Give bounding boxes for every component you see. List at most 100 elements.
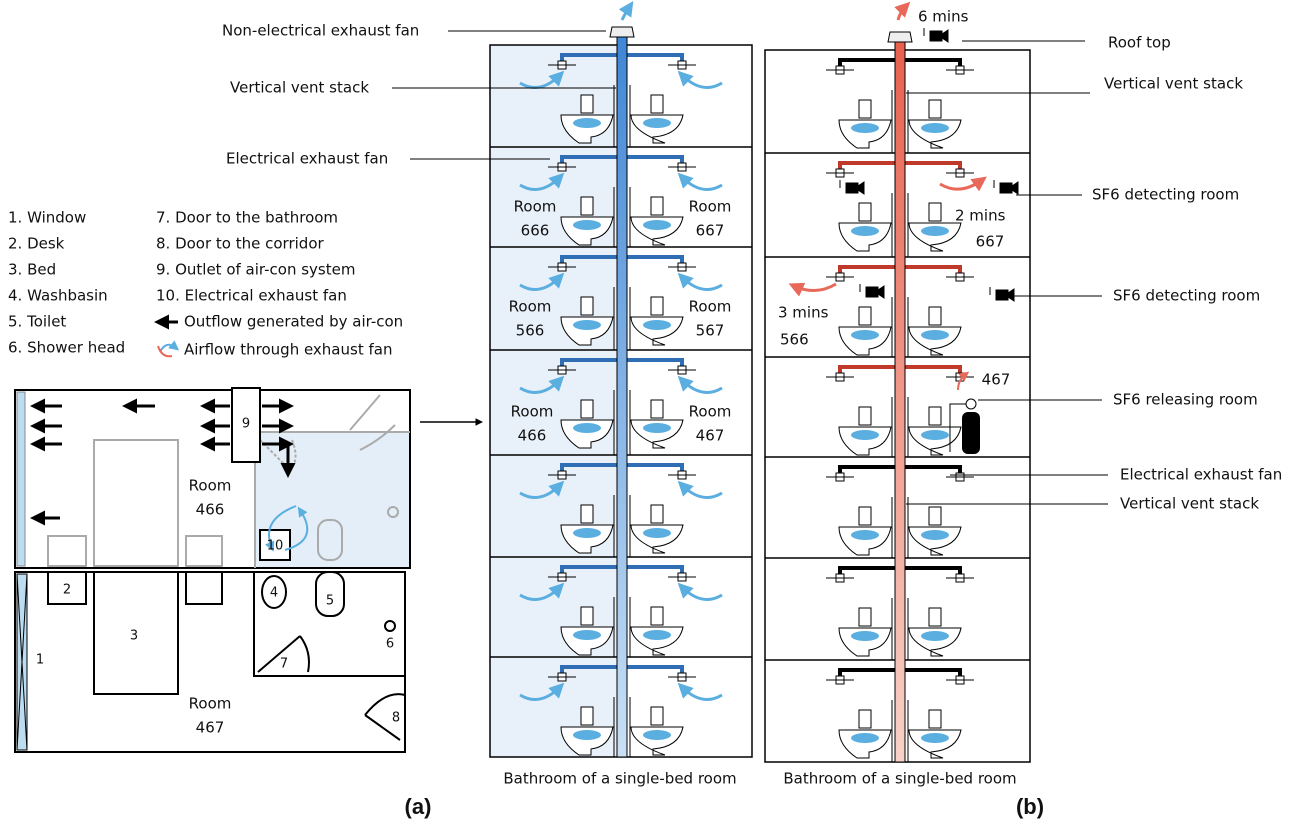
label: SF6 releasing room bbox=[1113, 391, 1258, 409]
legend-item: 2. Desk bbox=[8, 235, 65, 253]
marker: 6 bbox=[386, 637, 394, 652]
camera bbox=[994, 180, 1018, 194]
room-number: 567 bbox=[696, 322, 725, 340]
toilet-tank bbox=[581, 197, 593, 215]
panel-tag: (a) bbox=[405, 794, 432, 819]
water bbox=[921, 123, 949, 133]
marker: 10 bbox=[267, 539, 284, 554]
toilet-tank bbox=[929, 307, 941, 325]
water bbox=[921, 330, 949, 340]
camera bbox=[840, 180, 864, 194]
water bbox=[921, 226, 949, 236]
bed bbox=[94, 440, 178, 566]
label: Vertical vent stack bbox=[230, 79, 369, 97]
water bbox=[851, 733, 879, 743]
toilet-tank bbox=[929, 100, 941, 118]
toilet-tank bbox=[859, 407, 871, 425]
fan bbox=[668, 471, 696, 479]
building-a bbox=[490, 6, 752, 757]
caption: Bathroom of a single-bed room bbox=[503, 770, 736, 788]
room-name: Room bbox=[689, 298, 732, 316]
marker: 5 bbox=[326, 594, 334, 609]
room-number: 666 bbox=[521, 222, 550, 240]
figure: 1. Window 2. Desk 3. Bed 4. Washbasin 5.… bbox=[0, 0, 1306, 828]
label: 2 mins bbox=[955, 207, 1006, 225]
toilet-tank bbox=[581, 400, 593, 418]
water bbox=[643, 220, 671, 230]
water bbox=[643, 118, 671, 128]
toilet-tank bbox=[859, 608, 871, 626]
gas-cylinder bbox=[962, 412, 980, 454]
label: Electrical exhaust fan bbox=[1120, 466, 1282, 484]
marker: 2 bbox=[63, 583, 71, 598]
legend-item: 1. Window bbox=[8, 209, 86, 227]
room-number: 466 bbox=[518, 427, 547, 445]
toilet-tank bbox=[859, 100, 871, 118]
toilet-tank bbox=[929, 407, 941, 425]
fan bbox=[668, 366, 696, 374]
legend-item: 7. Door to the bathroom bbox=[156, 209, 338, 227]
toilet-tank bbox=[929, 507, 941, 525]
water bbox=[921, 530, 949, 540]
water bbox=[573, 118, 601, 128]
caption: Bathroom of a single-bed room bbox=[783, 770, 1016, 788]
fan bbox=[668, 263, 696, 271]
camera bbox=[990, 287, 1014, 301]
toilet-tank bbox=[581, 505, 593, 523]
water bbox=[921, 430, 949, 440]
roof-fan bbox=[888, 32, 912, 42]
label: 3 mins bbox=[778, 304, 829, 322]
toilet-tank bbox=[581, 707, 593, 725]
fan bbox=[946, 574, 974, 582]
toilet-tank bbox=[859, 307, 871, 325]
vent-stack bbox=[895, 38, 905, 762]
legend-item: 9. Outlet of air-con system bbox=[156, 261, 355, 279]
fan bbox=[826, 373, 854, 381]
toilet-tank bbox=[651, 197, 663, 215]
legend-item: 6. Shower head bbox=[8, 339, 125, 357]
airflow-arrow bbox=[682, 177, 722, 190]
label: 6 mins bbox=[918, 8, 969, 26]
label: SF6 detecting room bbox=[1092, 186, 1239, 204]
fan bbox=[826, 169, 854, 177]
marker: 4 bbox=[270, 586, 278, 601]
legend-item: 8. Door to the corridor bbox=[156, 235, 324, 253]
water bbox=[573, 528, 601, 538]
room-name: Room bbox=[189, 477, 232, 495]
toilet-tank bbox=[929, 710, 941, 728]
marker: 3 bbox=[130, 629, 138, 644]
airflow-arrow bbox=[682, 587, 722, 600]
water bbox=[851, 430, 879, 440]
shower bbox=[385, 621, 395, 631]
room-name: Room bbox=[689, 403, 732, 421]
toilet-tank bbox=[929, 608, 941, 626]
leak-arrow bbox=[940, 180, 982, 189]
label: 667 bbox=[976, 233, 1005, 251]
airflow-arrow bbox=[682, 75, 722, 88]
legend: 1. Window 2. Desk 3. Bed 4. Washbasin 5.… bbox=[8, 209, 403, 359]
room-number: 667 bbox=[696, 222, 725, 240]
toilet-tank bbox=[929, 203, 941, 221]
water bbox=[643, 423, 671, 433]
desk bbox=[48, 536, 86, 566]
toilet-tank bbox=[651, 297, 663, 315]
legend-item: Airflow through exhaust fan bbox=[184, 341, 392, 359]
room-name: Room bbox=[689, 198, 732, 216]
room-name: Room bbox=[511, 403, 554, 421]
toilet-tank bbox=[581, 297, 593, 315]
toilet-tank bbox=[651, 707, 663, 725]
room-number: 466 bbox=[196, 501, 225, 519]
water bbox=[851, 123, 879, 133]
roof-fan bbox=[610, 27, 634, 37]
water bbox=[643, 320, 671, 330]
marker: 8 bbox=[392, 711, 400, 726]
legend-item: 5. Toilet bbox=[8, 313, 66, 331]
water bbox=[851, 530, 879, 540]
desk bbox=[186, 572, 222, 604]
exhaust-arrow bbox=[622, 6, 630, 20]
fan bbox=[826, 574, 854, 582]
label: Non-electrical exhaust fan bbox=[222, 22, 419, 40]
fan bbox=[668, 163, 696, 171]
desk bbox=[186, 536, 222, 566]
toilet-tank bbox=[581, 607, 593, 625]
